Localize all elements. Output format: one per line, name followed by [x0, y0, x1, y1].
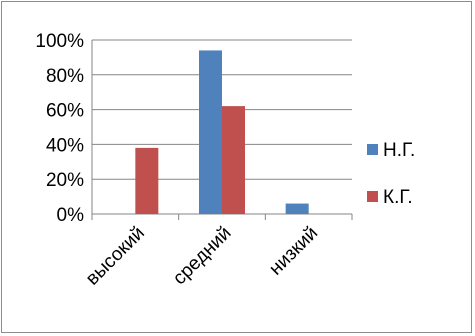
y-tick-label: 40%: [46, 135, 84, 156]
y-tick-label: 100%: [35, 31, 84, 52]
bar: [285, 203, 309, 214]
x-category-label: средний: [169, 223, 235, 289]
x-category-labels: высокий средний низкий: [82, 223, 322, 290]
x-category-label: высокий: [82, 223, 149, 290]
bars: [135, 50, 309, 214]
y-tick-label: 60%: [46, 101, 84, 122]
legend: Н.Г. К.Г.: [367, 140, 415, 208]
legend-swatch: [367, 144, 378, 155]
y-tick-label: 80%: [46, 66, 84, 87]
bar: [199, 50, 222, 214]
y-tick-label: 20%: [46, 170, 84, 191]
legend-label: Н.Г.: [383, 140, 415, 161]
bar: [222, 106, 245, 214]
bar: [135, 147, 159, 214]
x-category-label: низкий: [265, 223, 322, 280]
y-tick-labels: 0% 20% 40% 60% 80% 100%: [35, 31, 84, 226]
legend-swatch: [367, 191, 378, 202]
y-tick-label: 0%: [57, 205, 85, 226]
legend-label: К.Г.: [383, 187, 413, 208]
